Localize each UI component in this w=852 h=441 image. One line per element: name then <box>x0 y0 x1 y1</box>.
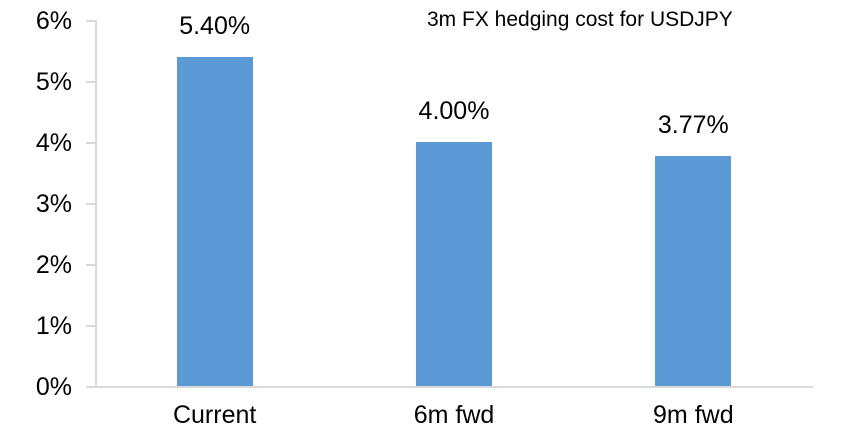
y-axis-tick <box>86 264 95 266</box>
category-label: Current <box>172 401 257 429</box>
y-axis-label: 2% <box>35 251 72 279</box>
y-axis-tick <box>86 325 95 327</box>
category-label: 6m fwd <box>413 401 495 429</box>
bar-Current <box>176 56 253 386</box>
y-axis-label: 3% <box>35 190 72 218</box>
category-label: 9m fwd <box>653 401 734 429</box>
y-axis-label: 5% <box>35 68 72 96</box>
value-label: 4.00% <box>418 97 490 125</box>
y-axis-tick <box>86 81 95 83</box>
chart-title: 3m FX hedging cost for USDJPY <box>427 8 733 31</box>
y-axis-label: 0% <box>35 373 72 401</box>
y-axis-tick <box>86 142 95 144</box>
y-axis-tick <box>86 20 95 22</box>
y-axis-label: 4% <box>35 129 72 157</box>
bar-6m fwd <box>416 142 492 386</box>
x-axis-line <box>86 386 813 388</box>
y-axis-line <box>95 20 97 388</box>
y-axis-label: 1% <box>35 312 72 340</box>
y-axis-tick <box>86 203 95 205</box>
bar-9m fwd <box>655 156 732 386</box>
value-label: 5.40% <box>179 11 251 40</box>
value-label: 3.77% <box>657 111 729 140</box>
y-axis-label: 6% <box>35 7 72 35</box>
